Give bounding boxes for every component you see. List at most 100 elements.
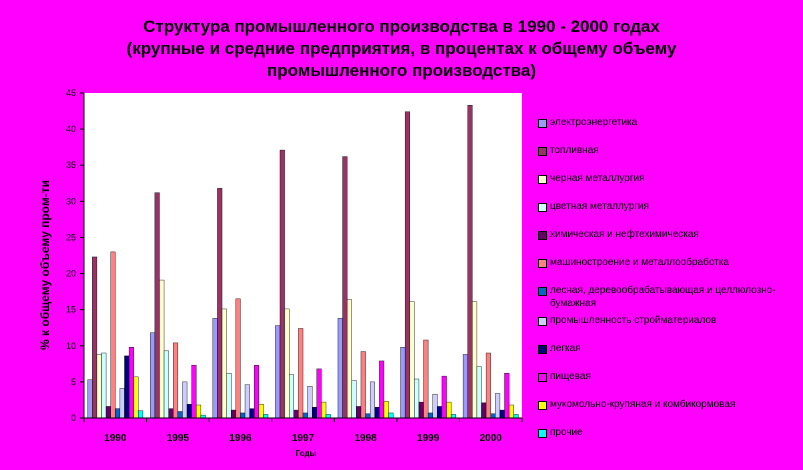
x-tick-label: 1990 [104,433,127,444]
chart-title: Структура промышленного производства в 1… [0,16,803,82]
bar-1996-series-2 [217,188,223,419]
bar-2000-series-3 [472,301,478,419]
y-tick-label: 40 [66,124,76,134]
bar-1996-series-4 [226,373,232,419]
bar-1990-series-8 [119,388,125,419]
bar-2000-series-12 [513,414,519,419]
bar-2000-series-4 [476,366,482,419]
axes-group [80,92,523,422]
bar-1995-series-9 [186,404,192,419]
bar-1998-series-1 [337,318,343,419]
legend-swatch [538,203,547,212]
bar-1997-series-7 [302,412,308,419]
legend-item: промышленность стройматериалов [538,314,795,327]
bar-2000-series-6 [485,352,491,419]
bar-2000-series-9 [499,409,505,419]
bar-1996-series-11 [258,404,264,419]
bar-1999-series-12 [450,414,456,419]
bar-1999-series-7 [427,412,433,419]
legend-swatch [538,175,547,184]
bar-1999-series-6 [423,339,429,419]
bar-1999-series-9 [437,406,443,419]
bar-1997-series-9 [312,406,318,419]
legend-swatch [538,401,547,410]
x-tick-label: 1998 [354,433,377,444]
y-tick-label: 30 [66,196,76,206]
legend-item: лесная, деревообрабатывающая и целлюлозн… [538,284,795,310]
bar-1996-series-5 [231,409,237,419]
bar-1990-series-12 [138,410,144,419]
bar-1995-series-8 [182,381,188,419]
legend-swatch [538,147,547,156]
x-axis-title: Годы [296,449,317,458]
y-tick-labels: 0 5 10 15 20 25 30 35 40 45 [66,88,76,423]
bar-1995-series-10 [191,365,197,419]
x-tick-labels: 1990 1995 1996 1997 1998 1999 2000 [104,433,502,444]
bar-1990-series-7 [115,408,121,419]
bar-1995-series-2 [154,192,160,419]
legend-item: электроэнергетика [538,116,795,129]
bar-1990-series-4 [101,352,107,419]
bar-1997-series-10 [316,368,322,419]
y-tick-label: 15 [66,305,76,315]
bar-1999-series-2 [404,111,410,419]
bar-1997-series-1 [275,325,281,419]
y-tick-label: 25 [66,232,76,242]
bar-1998-series-6 [360,351,366,419]
bar-1998-series-9 [374,406,380,419]
bar-1995-series-1 [150,332,156,419]
legend-item: мукомольно-крупяная и комбикормовая [538,398,795,411]
bar-1996-series-6 [235,298,241,419]
bar-1999-series-4 [414,378,420,419]
bar-1996-series-9 [249,408,255,419]
bar-2000-series-1 [462,354,468,419]
bar-1998-series-8 [369,381,375,419]
legend-label: промышленность стройматериалов [550,315,717,326]
bar-1998-series-4 [351,380,357,419]
chart-title-line-3: промышленного производства) [266,61,536,80]
legend-swatch [538,231,547,240]
legend-item: цветная металлургия [538,200,795,213]
bar-1998-series-2 [342,156,348,419]
bar-2000-series-7 [490,413,496,419]
legend-label: мукомольно-крупяная и комбикормовая [550,399,736,410]
bar-1996-series-1 [212,318,218,419]
bar-1999-series-5 [418,401,424,419]
y-tick-label: 45 [66,88,76,98]
bar-1999-series-11 [446,401,452,419]
bar-2000-series-8 [495,393,501,419]
bar-1999-series-3 [409,301,415,419]
legend-swatch [538,317,547,326]
legend-label: пищевая [550,371,591,382]
x-tick-label: 1999 [417,433,440,444]
bar-1995-series-7 [177,411,183,419]
legend-swatch [538,119,547,128]
x-tick-label: 1997 [292,433,315,444]
bar-2000-series-11 [508,404,514,419]
bar-1990-series-6 [110,251,116,419]
legend-item: прочие [538,426,795,439]
y-tick-label: 35 [66,160,76,170]
legend-label: легкая [550,343,581,354]
legend-item: химическая и нефтехимическая [538,228,795,241]
bar-1997-series-2 [279,149,285,419]
x-tick-label: 1996 [229,433,252,444]
bar-1995-series-5 [168,408,174,419]
bar-1997-series-4 [289,374,295,419]
x-tick-label: 1995 [167,433,190,444]
legend-swatch [538,259,547,268]
bar-1996-series-10 [254,365,260,419]
legend-swatch [538,429,547,438]
bar-1990-series-11 [133,376,139,419]
chart-title-line-1: Структура промышленного производства в 1… [143,17,660,36]
bar-1999-series-1 [400,347,406,419]
bar-1995-series-3 [159,279,165,419]
bar-1996-series-7 [240,412,246,419]
bar-1998-series-11 [383,401,389,419]
bar-2000-series-10 [504,373,510,419]
legend-item: машиностроение и металлообработка [538,256,795,269]
legend-item: легкая [538,342,795,355]
bar-1999-series-8 [432,393,438,419]
bar-1998-series-12 [388,412,394,419]
bar-1997-series-5 [293,409,299,419]
